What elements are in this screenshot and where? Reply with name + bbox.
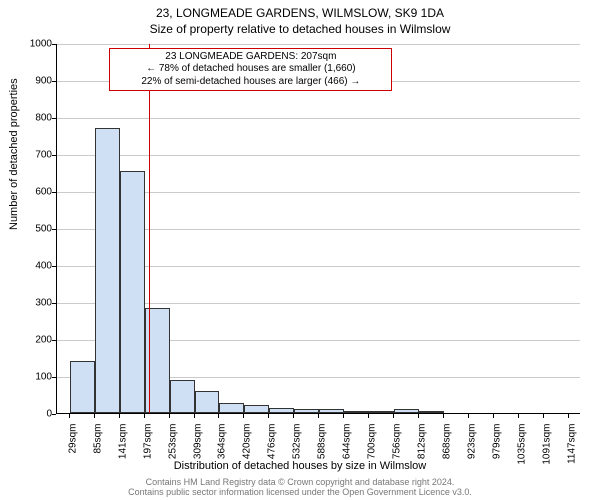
ytick-mark [52, 155, 56, 156]
xtick-mark [543, 414, 544, 418]
xtick-label: 309sqm [192, 424, 203, 474]
xtick-label: 532sqm [292, 424, 303, 474]
xtick-mark [94, 414, 95, 418]
histogram-bar [369, 411, 394, 413]
footer-line2: Contains public sector information licen… [0, 488, 600, 498]
xtick-label: 1035sqm [516, 424, 527, 474]
xtick-label: 1147sqm [566, 424, 577, 474]
xtick-label: 476sqm [267, 424, 278, 474]
xtick-mark [144, 414, 145, 418]
histogram-bar [70, 361, 95, 413]
xtick-label: 812sqm [417, 424, 428, 474]
xtick-label: 700sqm [367, 424, 378, 474]
histogram-bar [394, 409, 419, 413]
xtick-label: 197sqm [142, 424, 153, 474]
xtick-mark [493, 414, 494, 418]
ytick-label: 700 [12, 150, 52, 161]
histogram-bar [344, 411, 369, 413]
histogram-bar [319, 409, 344, 413]
xtick-mark [69, 414, 70, 418]
xtick-label: 85sqm [92, 424, 103, 474]
xtick-label: 923sqm [466, 424, 477, 474]
ytick-mark [52, 414, 56, 415]
chart-container: 23, LONGMEADE GARDENS, WILMSLOW, SK9 1DA… [0, 0, 600, 500]
xtick-mark [418, 414, 419, 418]
ytick-label: 1000 [12, 39, 52, 50]
annotation-line: ← 78% of detached houses are smaller (1,… [114, 63, 387, 76]
xtick-mark [468, 414, 469, 418]
histogram-bar [95, 128, 120, 413]
xtick-mark [518, 414, 519, 418]
histogram-bar [419, 411, 444, 413]
ytick-mark [52, 118, 56, 119]
xtick-label: 364sqm [217, 424, 228, 474]
xtick-mark [393, 414, 394, 418]
histogram-bar [170, 380, 195, 413]
plot-area: 23 LONGMEADE GARDENS: 207sqm← 78% of det… [56, 44, 580, 414]
annotation-line: 22% of semi-detached houses are larger (… [114, 76, 387, 89]
ytick-label: 200 [12, 335, 52, 346]
xtick-mark [568, 414, 569, 418]
xtick-mark [194, 414, 195, 418]
ytick-label: 400 [12, 261, 52, 272]
xtick-mark [343, 414, 344, 418]
xtick-mark [243, 414, 244, 418]
ytick-label: 800 [12, 113, 52, 124]
ytick-mark [52, 44, 56, 45]
grid-line [57, 155, 580, 156]
histogram-bar [195, 391, 220, 413]
ytick-label: 600 [12, 187, 52, 198]
xtick-label: 29sqm [67, 424, 78, 474]
ytick-label: 500 [12, 224, 52, 235]
histogram-bar [219, 403, 244, 413]
xtick-mark [218, 414, 219, 418]
xtick-label: 253sqm [167, 424, 178, 474]
grid-line [57, 118, 580, 119]
xtick-mark [443, 414, 444, 418]
histogram-bar [244, 405, 269, 413]
ytick-mark [52, 377, 56, 378]
ytick-label: 900 [12, 76, 52, 87]
title-main: 23, LONGMEADE GARDENS, WILMSLOW, SK9 1DA [0, 0, 600, 20]
ytick-mark [52, 192, 56, 193]
ytick-mark [52, 229, 56, 230]
xtick-label: 644sqm [342, 424, 353, 474]
xtick-mark [268, 414, 269, 418]
xtick-label: 1091sqm [541, 424, 552, 474]
histogram-bar [294, 409, 319, 413]
xtick-mark [368, 414, 369, 418]
ytick-mark [52, 81, 56, 82]
xtick-mark [293, 414, 294, 418]
title-sub: Size of property relative to detached ho… [0, 20, 600, 36]
histogram-bar [269, 408, 294, 413]
ytick-label: 0 [12, 409, 52, 420]
xtick-label: 588sqm [317, 424, 328, 474]
histogram-bar [120, 171, 145, 413]
xtick-label: 756sqm [392, 424, 403, 474]
xtick-mark [169, 414, 170, 418]
xtick-mark [318, 414, 319, 418]
xtick-mark [119, 414, 120, 418]
ytick-mark [52, 303, 56, 304]
xtick-label: 979sqm [491, 424, 502, 474]
grid-line [57, 44, 580, 45]
ytick-label: 300 [12, 298, 52, 309]
ytick-mark [52, 340, 56, 341]
ytick-mark [52, 266, 56, 267]
annotation-line: 23 LONGMEADE GARDENS: 207sqm [114, 51, 387, 64]
xtick-label: 868sqm [442, 424, 453, 474]
ytick-label: 100 [12, 372, 52, 383]
annotation-box: 23 LONGMEADE GARDENS: 207sqm← 78% of det… [109, 48, 392, 92]
xtick-label: 420sqm [242, 424, 253, 474]
reference-line [149, 44, 150, 413]
xtick-label: 141sqm [117, 424, 128, 474]
footer-attribution: Contains HM Land Registry data © Crown c… [0, 478, 600, 498]
